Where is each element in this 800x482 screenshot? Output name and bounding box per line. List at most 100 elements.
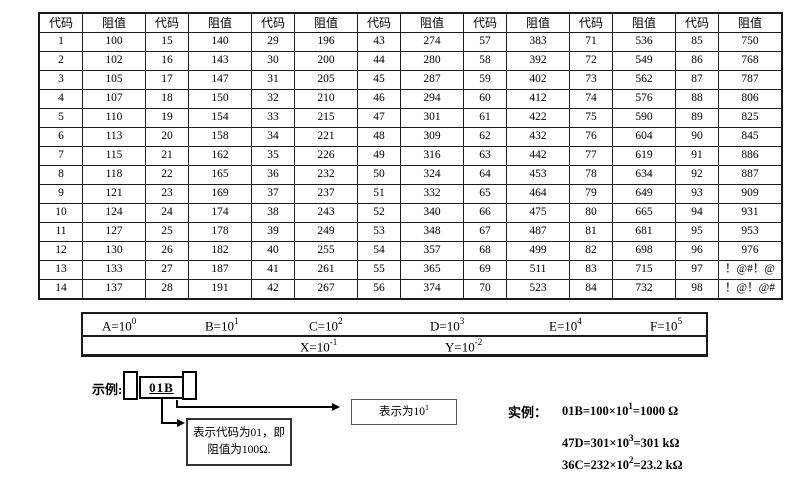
code-cell: 85 — [675, 32, 719, 52]
connector-line-right — [176, 406, 332, 408]
code-cell: 68 — [463, 241, 507, 261]
code-cell: 86 — [675, 51, 719, 71]
table-row: 9 121 23 169 37 237 51 332 65 464 79 649 93 909 — [38, 184, 783, 204]
value-header: 阻值 — [612, 12, 676, 33]
table-row: 11 127 25 178 39 249 53 348 67 487 81 681 95 953 — [38, 222, 783, 242]
resistor-body: 01B — [139, 376, 184, 399]
code-cell: 98 — [675, 279, 719, 300]
code-cell: 10 — [38, 203, 83, 223]
value-cell: 113 — [82, 127, 146, 147]
value-cell: 200 — [294, 51, 358, 71]
value-cell: 383 — [506, 32, 570, 52]
table-row: 12 130 26 182 40 255 54 357 68 499 82 698 96 976 — [38, 241, 783, 261]
code-cell: 23 — [145, 184, 189, 204]
instances-label: 实例： — [508, 405, 548, 420]
code-cell: 71 — [569, 32, 613, 52]
value-cell: 280 — [400, 51, 464, 71]
code-cell: 17 — [145, 70, 189, 90]
code-cell: 30 — [251, 51, 295, 71]
code-cell: 36 — [251, 165, 295, 185]
table-row: 4 107 18 150 32 210 46 294 60 412 74 576 88 806 — [38, 89, 783, 109]
resistor-right-terminal — [182, 371, 197, 400]
code-cell: 42 — [251, 279, 295, 300]
code-cell: 12 — [38, 241, 83, 261]
value-cell: 100 — [82, 32, 146, 52]
resistor-code-text: 01B — [149, 379, 174, 395]
code-header: 代码 — [463, 12, 507, 33]
table-row: 13 133 27 187 41 261 55 365 69 511 83 715 97 ！@#！@ — [38, 260, 783, 280]
code-cell: 94 — [675, 203, 719, 223]
value-cell: 432 — [506, 127, 570, 147]
value-cell: 649 — [612, 184, 676, 204]
value-cell: 715 — [612, 260, 676, 280]
code-cell: 69 — [463, 260, 507, 280]
code-explanation-callout: 表示代码为01，即 阻值为100Ω. — [186, 418, 292, 466]
value-cell: 499 — [506, 241, 570, 261]
value-cell: 976 — [718, 241, 783, 261]
value-cell: 806 — [718, 89, 783, 109]
multiplier-row-negative: X=10-1 Y=10-2 — [83, 337, 706, 354]
table-body: 1 100 15 140 29 196 43 274 57 383 71 536 85 750 2 102 16… — [38, 32, 783, 300]
value-cell: 402 — [506, 70, 570, 90]
value-cell: 475 — [506, 203, 570, 223]
code-cell: 40 — [251, 241, 295, 261]
code-header: 代码 — [569, 12, 613, 33]
value-cell: 374 — [400, 279, 464, 300]
value-cell: 732 — [612, 279, 676, 300]
multiplier-label: C=102 — [309, 316, 343, 334]
value-cell: 255 — [294, 241, 358, 261]
code-cell: 61 — [463, 108, 507, 128]
value-header: 阻值 — [294, 12, 358, 33]
code-cell: 91 — [675, 146, 719, 166]
table-row: 14 137 28 191 42 267 56 374 70 523 84 732 98 ！@！@# — [38, 279, 783, 300]
value-cell: 158 — [188, 127, 252, 147]
table-row: 2 102 16 143 30 200 44 280 58 392 72 549 86 768 — [38, 51, 783, 71]
code-cell: 5 — [38, 108, 83, 128]
code-cell: 79 — [569, 184, 613, 204]
code-cell: 13 — [38, 260, 83, 280]
value-cell: 174 — [188, 203, 252, 223]
code-cell: 56 — [357, 279, 401, 300]
value-cell: 115 — [82, 146, 146, 166]
value-cell: 931 — [718, 203, 783, 223]
code-cell: 7 — [38, 146, 83, 166]
multiplier-label: B=101 — [205, 316, 239, 334]
value-cell: 422 — [506, 108, 570, 128]
value-cell: 196 — [294, 32, 358, 52]
code-cell: 97 — [675, 260, 719, 280]
code-cell: 62 — [463, 127, 507, 147]
code-cell: 19 — [145, 108, 189, 128]
value-cell: 287 — [400, 70, 464, 90]
value-cell: 634 — [612, 165, 676, 185]
code-cell: 83 — [569, 260, 613, 280]
value-header: 阻值 — [82, 12, 146, 33]
code-cell: 95 — [675, 222, 719, 242]
value-cell: 102 — [82, 51, 146, 71]
value-cell: 768 — [718, 51, 783, 71]
code-cell: 76 — [569, 127, 613, 147]
value-cell: 332 — [400, 184, 464, 204]
value-cell: 205 — [294, 70, 358, 90]
multiplier-explanation-text: 表示为101 — [379, 403, 429, 419]
code-cell: 4 — [38, 89, 83, 109]
value-cell: 150 — [188, 89, 252, 109]
code-cell: 8 — [38, 165, 83, 185]
table-row: 3 105 17 147 31 205 45 287 59 402 73 562 87 787 — [38, 70, 783, 90]
code-cell: 26 — [145, 241, 189, 261]
value-cell: 249 — [294, 222, 358, 242]
multiplier-legend-box: A=100 B=101 C=102 D=103 E=104 F=105 X=10-1 Y=1… — [81, 312, 708, 357]
code-cell: 37 — [251, 184, 295, 204]
code-cell: 25 — [145, 222, 189, 242]
code-cell: 50 — [357, 165, 401, 185]
code-cell: 65 — [463, 184, 507, 204]
value-cell: 619 — [612, 146, 676, 166]
value-cell: 549 — [612, 51, 676, 71]
code-cell: 32 — [251, 89, 295, 109]
code-cell: 35 — [251, 146, 295, 166]
table-row: 10 124 24 174 38 243 52 340 66 475 80 665 94 931 — [38, 203, 783, 223]
code-cell: 31 — [251, 70, 295, 90]
code-cell: 20 — [145, 127, 189, 147]
value-cell: 165 — [188, 165, 252, 185]
value-cell: 412 — [506, 89, 570, 109]
value-cell: 110 — [82, 108, 146, 128]
